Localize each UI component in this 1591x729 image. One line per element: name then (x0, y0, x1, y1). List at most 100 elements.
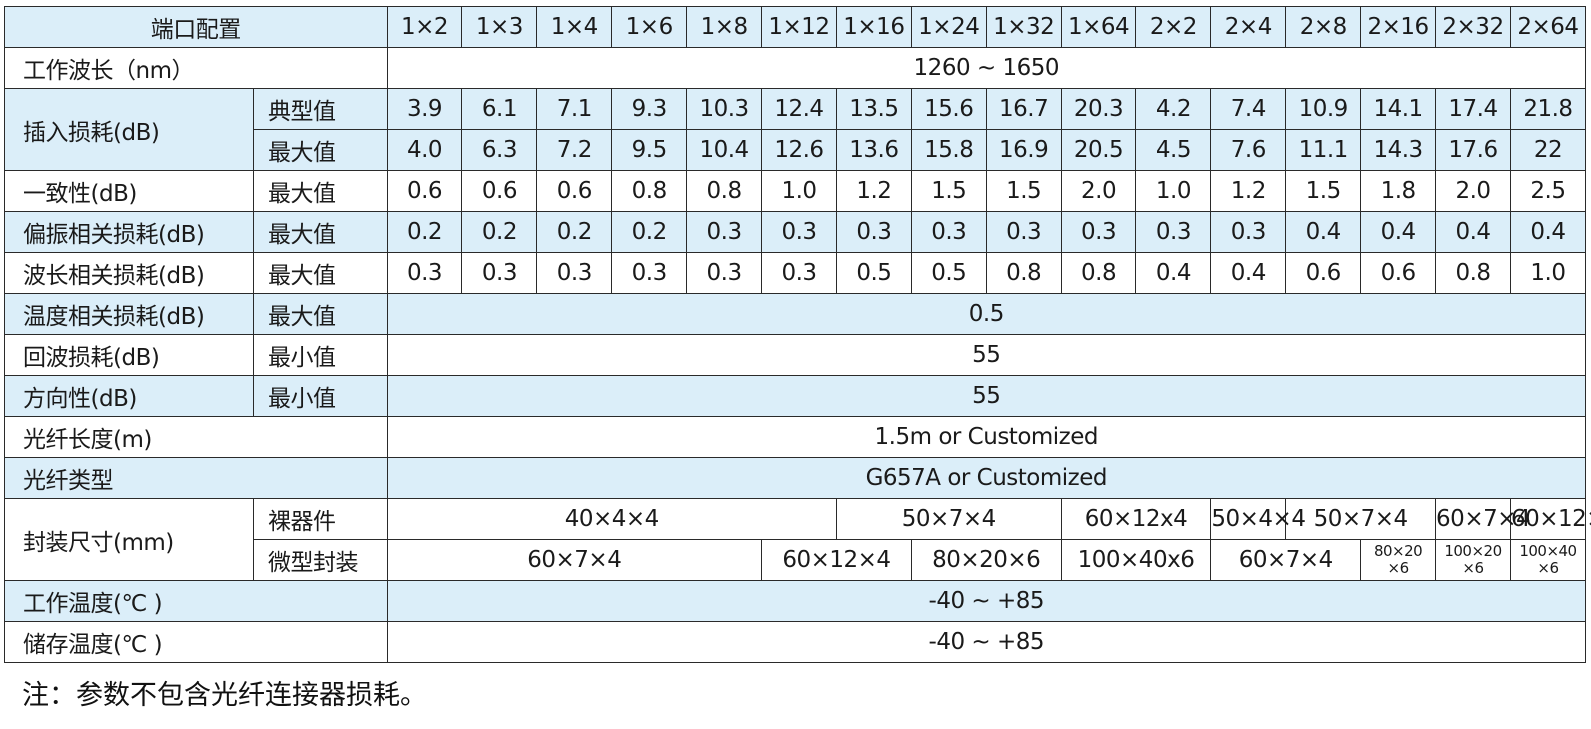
value-cell: 15.8 (910, 129, 987, 171)
value-cell: 20.5 (1060, 129, 1137, 171)
package-cell: 100×40x6 (1060, 539, 1212, 581)
max-label: 最大值 (252, 211, 388, 253)
package-cell: 50×7×4 (835, 498, 1062, 540)
value-cell: 10.4 (686, 129, 763, 171)
port-header: 1×12 (761, 6, 837, 48)
port-header: 1×2 (386, 6, 463, 48)
value-cell: 17.4 (1435, 88, 1511, 130)
package-cell: 60×12×4 (761, 539, 912, 581)
header-row: 端口配置 1×2 1×3 1×4 1×6 1×8 1×12 1×16 1×24 … (4, 6, 1587, 48)
storage-temp-value: -40 ~ +85 (386, 621, 1587, 663)
wdl-label: 波长相关损耗(dB) (4, 252, 254, 294)
return-loss-label: 回波损耗(dB) (4, 334, 254, 376)
wavelength-label: 工作波长（nm） (4, 47, 388, 89)
value-cell: 0.5 (910, 252, 987, 294)
value-cell: 6.3 (461, 129, 538, 171)
value-cell: 0.3 (386, 252, 463, 294)
value-cell: 13.6 (835, 129, 912, 171)
value-cell: 12.4 (761, 88, 837, 130)
max-label: 最大值 (252, 129, 388, 171)
wavelength-value: 1260 ~ 1650 (386, 47, 1587, 89)
value-cell: 0.6 (1360, 252, 1437, 294)
package-cell: 60×7×4 (386, 539, 763, 581)
bare-device-label: 裸器件 (252, 498, 388, 540)
value-cell: 2.0 (1435, 170, 1511, 212)
value-cell: 0.3 (686, 211, 763, 253)
value-cell: 2.5 (1509, 170, 1587, 212)
small-top: 80×20 (1373, 542, 1423, 560)
fiber-length-value: 1.5m or Customized (386, 416, 1587, 458)
value-cell: 11.1 (1285, 129, 1362, 171)
fiber-type-row: 光纤类型 G657A or Customized (4, 457, 1587, 499)
port-header: 1×4 (536, 6, 613, 48)
insertion-loss-label: 插入损耗(dB) (4, 88, 254, 171)
value-cell: 16.9 (985, 129, 1062, 171)
package-mini-row: 微型封装 60×7×4 60×12×4 80×20×6 100×40x6 60×… (5, 539, 1587, 581)
tdl-value: 0.5 (386, 293, 1587, 335)
max-label: 最大值 (252, 293, 388, 335)
value-cell: 15.6 (910, 88, 987, 130)
value-cell: 0.8 (611, 170, 688, 212)
small-bottom: ×6 (1537, 559, 1559, 577)
port-header: 2×32 (1435, 6, 1511, 48)
value-cell: 0.4 (1509, 211, 1587, 253)
operating-temp-value: -40 ~ +85 (386, 580, 1587, 622)
package-cell: 60×7×4 (1435, 498, 1531, 540)
value-cell: 0.3 (835, 211, 912, 253)
value-cell: 1.2 (835, 170, 912, 212)
value-cell: 0.3 (1210, 211, 1287, 253)
pdl-row: 偏振相关损耗(dB) 最大值 0.2 0.2 0.2 0.2 0.3 0.3 0… (4, 211, 1587, 253)
port-config-label: 端口配置 (4, 6, 388, 48)
min-label: 最小值 (252, 334, 388, 376)
value-cell: 0.8 (686, 170, 763, 212)
value-cell: 10.9 (1285, 88, 1362, 130)
operating-temp-label: 工作温度(℃ ) (4, 580, 388, 622)
pdl-label: 偏振相关损耗(dB) (4, 211, 254, 253)
value-cell: 0.2 (461, 211, 538, 253)
tdl-label: 温度相关损耗(dB) (4, 293, 254, 335)
small-top: 100×40 (1519, 542, 1577, 560)
port-header: 2×2 (1135, 6, 1212, 48)
value-cell: 0.6 (386, 170, 463, 212)
value-cell: 1.5 (985, 170, 1062, 212)
value-cell: 0.3 (1060, 211, 1137, 253)
value-cell: 9.3 (611, 88, 688, 130)
value-cell: 20.3 (1060, 88, 1137, 130)
wdl-row: 波长相关损耗(dB) 最大值 0.3 0.3 0.3 0.3 0.3 0.3 0… (4, 252, 1587, 294)
value-cell: 0.6 (461, 170, 538, 212)
fiber-type-value: G657A or Customized (386, 457, 1587, 499)
value-cell: 0.3 (686, 252, 763, 294)
package-cell: 50×7×4 (1285, 498, 1437, 540)
fiber-type-label: 光纤类型 (4, 457, 388, 499)
port-header: 1×6 (611, 6, 688, 48)
value-cell: 0.3 (985, 211, 1062, 253)
value-cell: 0.4 (1210, 252, 1287, 294)
value-cell: 0.2 (536, 211, 613, 253)
value-cell: 0.2 (611, 211, 688, 253)
port-header: 1×16 (835, 6, 912, 48)
fiber-length-label: 光纤长度(m) (4, 416, 388, 458)
storage-temp-label: 储存温度(℃ ) (4, 621, 388, 663)
package-cell: 40×4×4 (386, 498, 837, 540)
port-header: 1×3 (461, 6, 538, 48)
small-bottom: ×6 (1462, 559, 1484, 577)
value-cell: 1.0 (1509, 252, 1587, 294)
value-cell: 0.8 (1435, 252, 1511, 294)
value-cell: 1.2 (1210, 170, 1287, 212)
value-cell: 0.3 (910, 211, 987, 253)
port-header: 1×64 (1060, 6, 1137, 48)
directivity-row: 方向性(dB) 最小值 55 (4, 375, 1587, 417)
package-cell: 50×4×4 (1210, 498, 1306, 540)
value-cell: 4.2 (1135, 88, 1212, 130)
value-cell: 0.3 (611, 252, 688, 294)
value-cell: 0.3 (1135, 211, 1212, 253)
package-cell: 60×12x4 (1060, 498, 1212, 540)
directivity-label: 方向性(dB) (4, 375, 254, 417)
directivity-value: 55 (386, 375, 1587, 417)
value-cell: 0.4 (1435, 211, 1511, 253)
package-size-label: 封装尺寸(mm) (4, 498, 254, 581)
package-cell: 60×7×4 (1210, 539, 1362, 581)
port-header: 2×16 (1360, 6, 1437, 48)
value-cell: 7.2 (536, 129, 613, 171)
value-cell: 17.6 (1435, 129, 1511, 171)
